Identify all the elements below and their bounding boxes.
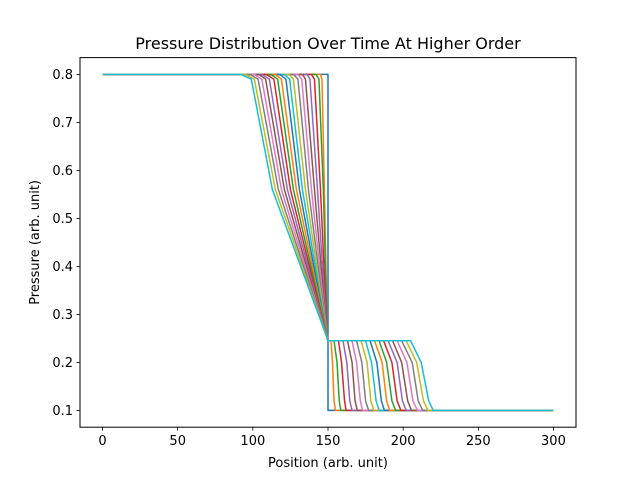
x-tick-label: 0 <box>98 434 106 449</box>
y-axis: 0.1 0.2 0.3 0.4 0.5 0.6 0.7 0.8 <box>52 68 80 419</box>
y-tick-label: 0.3 <box>52 308 73 323</box>
x-tick-label: 150 <box>316 434 341 449</box>
y-tick-label: 0.4 <box>52 260 73 275</box>
x-tick-label: 100 <box>240 434 265 449</box>
y-tick-label: 0.5 <box>52 212 73 227</box>
y-tick-label: 0.8 <box>52 68 73 83</box>
series-line-19 <box>102 73 554 412</box>
y-axis-label: Pressure (arb. unit) <box>28 180 43 305</box>
y-tick-label: 0.1 <box>52 404 73 419</box>
y-tick-label: 0.7 <box>52 116 73 131</box>
y-tick-label: 0.2 <box>52 356 73 371</box>
chart-title: Pressure Distribution Over Time At Highe… <box>135 34 521 53</box>
x-tick-label: 300 <box>541 434 566 449</box>
x-axis-label: Position (arb. unit) <box>268 456 388 471</box>
x-tick-label: 50 <box>169 434 186 449</box>
x-tick-label: 250 <box>466 434 491 449</box>
series-layer <box>102 73 554 412</box>
x-tick-label: 200 <box>391 434 416 449</box>
x-axis: 0 50 100 150 200 250 300 <box>98 427 566 449</box>
y-tick-label: 0.6 <box>52 164 73 179</box>
